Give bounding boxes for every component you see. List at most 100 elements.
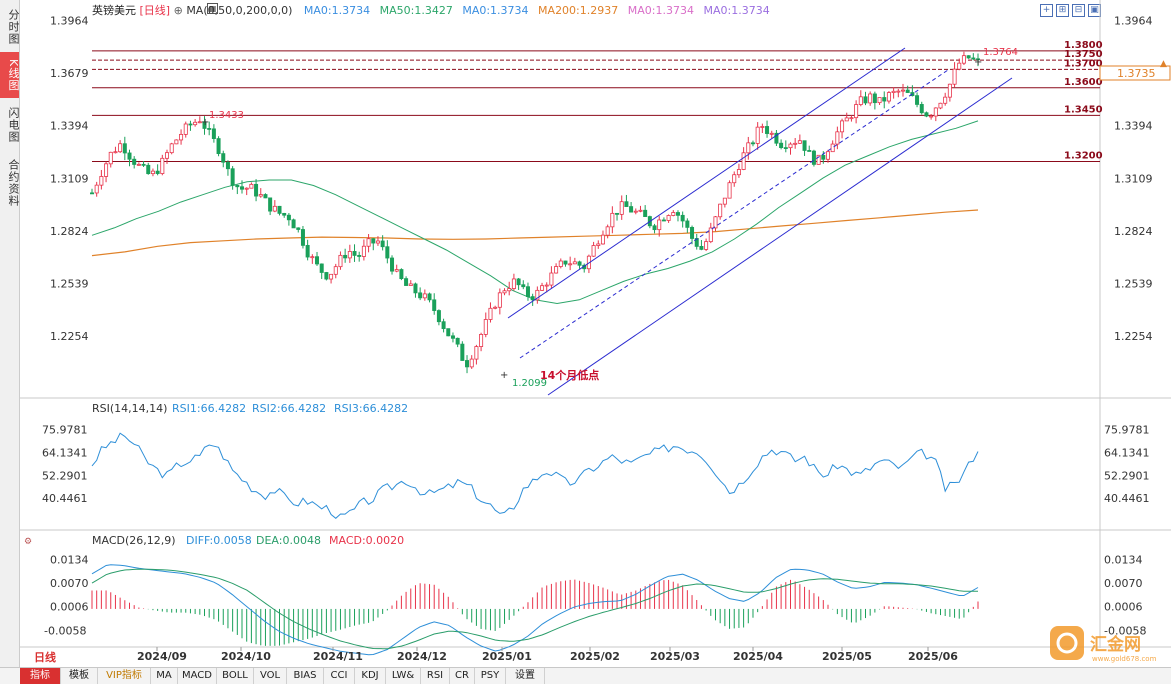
bottom-tab-6[interactable]: VOL	[254, 668, 287, 684]
candle-body	[113, 151, 118, 154]
candle-body	[483, 319, 488, 335]
zoom-in-icon[interactable]: ⊞	[1056, 4, 1069, 17]
zoom-out-icon[interactable]: ⊟	[1072, 4, 1085, 17]
price-tick-right: 1.3394	[1114, 120, 1153, 133]
candle-body	[315, 256, 320, 265]
candle-body	[924, 112, 929, 117]
date-label: 2025/03	[650, 650, 700, 663]
bottom-tab-1[interactable]: 模板	[61, 668, 98, 684]
candle-body	[375, 240, 380, 244]
bottom-tab-11[interactable]: RSI	[421, 668, 450, 684]
candle-body	[230, 168, 235, 186]
macd-tick-left: 0.0134	[50, 553, 89, 566]
ma0d-value: MA0:1.3734	[703, 4, 770, 17]
rsi-tick-right: 64.1341	[1104, 446, 1150, 459]
candle-body	[722, 197, 727, 205]
left-sidebar: 分时图 K线图 闪电图 合约资料	[0, 0, 20, 667]
period-label-bottom[interactable]: 日线	[34, 650, 56, 664]
bottom-tab-10[interactable]: LW&	[386, 668, 421, 684]
sidebar-tab-lightning[interactable]: 闪电图	[7, 107, 20, 143]
macd-settings-icon[interactable]: ⚙	[24, 537, 32, 547]
candle-body	[502, 290, 507, 294]
candle-body	[497, 292, 502, 308]
macd-tick-left: 0.0006	[50, 601, 89, 614]
candle-body	[127, 152, 132, 160]
bottom-tab-7[interactable]: BIAS	[287, 668, 324, 684]
period-label[interactable]: [日线]	[139, 4, 171, 17]
bottom-tab-9[interactable]: KDJ	[355, 668, 386, 684]
candle-body	[915, 95, 920, 105]
candle-body	[858, 96, 863, 105]
chart-toolbar: + ⊞ ⊟ ▣	[1037, 2, 1101, 17]
price-tick-right: 1.2824	[1114, 225, 1153, 238]
candle-body	[479, 333, 484, 347]
low-marker: +	[500, 370, 508, 381]
ma200-path	[91, 209, 979, 257]
price-tick-right: 1.2539	[1114, 277, 1153, 290]
ma50-path	[91, 120, 979, 305]
candle-body	[310, 256, 315, 259]
macd-dea-value: DEA:0.0048	[256, 534, 321, 547]
candle-body	[671, 212, 676, 216]
candle-body	[511, 278, 516, 289]
candle-body	[188, 123, 193, 126]
candle-body	[900, 89, 905, 92]
macd-label: MACD(26,12,9)	[92, 534, 176, 547]
candle-body	[291, 219, 296, 229]
candle-body	[624, 201, 629, 207]
candle-body	[347, 251, 352, 259]
candle-body	[399, 269, 404, 280]
date-label: 2024/11	[313, 650, 363, 663]
candle-body	[469, 358, 474, 368]
candle-body	[272, 205, 277, 212]
current-price-box	[1099, 65, 1171, 81]
crosshair-icon[interactable]: +	[1040, 4, 1053, 17]
candle-body	[732, 174, 737, 184]
sidebar-tab-kline[interactable]: K线图	[0, 52, 20, 98]
settings-circle-icon[interactable]: ⊕	[173, 4, 183, 17]
candle-body	[122, 143, 127, 154]
candle-body	[680, 214, 685, 222]
indicator-toggle-icon[interactable]: ▦	[207, 3, 218, 14]
candle-body	[94, 184, 99, 194]
candle-body	[802, 140, 807, 151]
high-marker-2: +	[974, 57, 982, 68]
candle-body	[615, 212, 620, 215]
candle-body	[183, 123, 188, 135]
bottom-tab-14[interactable]: 设置	[506, 668, 545, 684]
bottom-tab-2[interactable]: VIP指标	[98, 668, 151, 684]
candle-body	[736, 169, 741, 176]
sidebar-tab-contract-info[interactable]: 合约资料	[7, 159, 20, 207]
candle-body	[554, 266, 559, 274]
candle-body	[427, 293, 432, 301]
candle-body	[868, 93, 873, 104]
macd-tick-right: -0.0058	[1104, 624, 1146, 637]
bottom-tab-8[interactable]: CCI	[324, 668, 355, 684]
bottom-tab-3[interactable]: MA	[151, 668, 178, 684]
rsi-line	[91, 432, 979, 519]
candle-body	[849, 117, 854, 120]
candle-body	[966, 55, 971, 59]
candle-body	[207, 128, 212, 130]
candle-body	[690, 226, 695, 239]
date-axis: 2024/09 2024/10 2024/11 2024/12 2025/01 2025/…	[137, 647, 958, 663]
sidebar-tab-timeshare[interactable]: 分时图	[7, 9, 20, 45]
candle-body	[797, 140, 802, 144]
bottom-tab-4[interactable]: MACD	[178, 668, 217, 684]
bottom-tab-0[interactable]: 指标	[20, 668, 61, 684]
price-arrow-icon: ▲	[1160, 59, 1167, 69]
bottom-tab-12[interactable]: CR	[450, 668, 475, 684]
candle-body	[896, 90, 901, 93]
candle-body	[807, 150, 812, 152]
candle-body	[474, 346, 479, 360]
rsi3-value: RSI3:66.4282	[334, 402, 408, 415]
candle-body	[596, 243, 601, 246]
candle-body	[877, 97, 882, 104]
candle-body	[197, 121, 202, 124]
bottom-tab-5[interactable]: BOLL	[217, 668, 254, 684]
candle-body	[211, 128, 216, 139]
candle-body	[141, 163, 146, 166]
bottom-tab-13[interactable]: PSY	[475, 668, 506, 684]
